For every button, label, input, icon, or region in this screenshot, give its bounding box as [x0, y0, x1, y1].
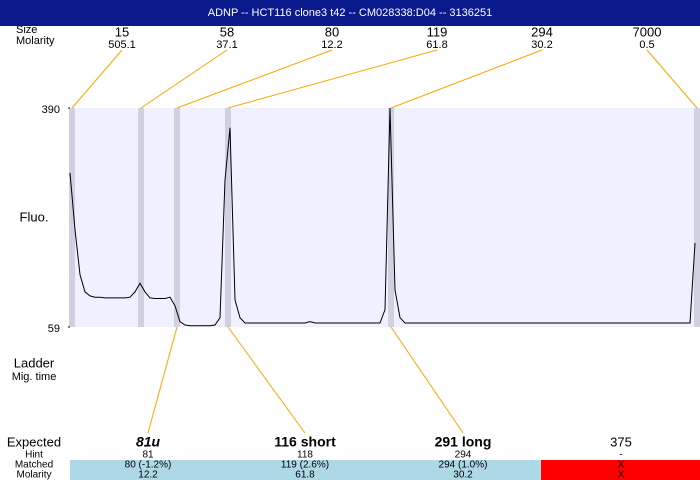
matched-cell [227, 460, 384, 480]
molarity-label: Molarity [16, 35, 55, 47]
matched-cell [541, 460, 700, 480]
ladder-molarity: 37.1 [216, 39, 237, 51]
row-label: Expected [7, 434, 61, 449]
molarity-value: 12.2 [138, 470, 158, 480]
trace [69, 107, 696, 327]
ladder-molarity: 505.1 [108, 39, 136, 51]
matched-label: 294 (1.0%) [439, 460, 488, 471]
ladder-connector [390, 49, 543, 109]
hint-label: - [619, 450, 622, 461]
molarity-value: 61.8 [295, 470, 315, 480]
ladder-connector [176, 49, 333, 109]
ladder-molarity: 30.2 [531, 39, 552, 51]
ladder-size: 294 [531, 24, 553, 39]
matched-cell [384, 460, 541, 480]
row-label: Matched [15, 460, 53, 471]
ladder-molarity: 61.8 [426, 39, 447, 51]
molarity-value: 30.2 [453, 470, 473, 480]
ladder-band [388, 108, 394, 327]
ladder-band [694, 108, 700, 327]
size-label: Size [16, 24, 37, 36]
matched-label: X [618, 460, 625, 471]
title-bar [0, 0, 700, 26]
ladder-connector [227, 49, 438, 109]
expected-label: 375 [610, 434, 632, 449]
y-tick-label: 390 [42, 104, 60, 116]
ladder-size: 119 [427, 24, 448, 39]
ladder-molarity: 12.2 [321, 39, 342, 51]
chart-title: ADNP -- HCT116 clone3 t42 -- CM028338:D0… [208, 7, 493, 19]
expected-label: 81u [136, 434, 161, 450]
y-tick-label: 59 [48, 323, 60, 335]
molarity-value: X [618, 470, 625, 480]
fragment-connector [390, 326, 464, 434]
ladder-connector [71, 49, 123, 109]
expected-label: 116 short [274, 434, 336, 450]
expected-label: 291 long [435, 434, 492, 450]
ladder-band [225, 108, 231, 327]
fragment-connector [227, 326, 306, 434]
ladder-band [174, 108, 180, 327]
fragment-connector [147, 326, 178, 434]
ladder-size: 7000 [633, 24, 662, 39]
matched-cell [70, 460, 227, 480]
ladder-size: 15 [115, 24, 129, 39]
matched-label: 80 (-1.2%) [125, 460, 172, 471]
migration-label: Mig. time [12, 371, 57, 383]
y-label: Fluo. [20, 209, 49, 224]
hint-label: 81 [142, 450, 154, 461]
row-label: Molarity [16, 470, 51, 480]
ladder-band [138, 108, 144, 327]
ladder-label: Ladder [14, 355, 55, 370]
matched-label: 119 (2.6%) [281, 460, 329, 471]
ladder-molarity: 0.5 [639, 39, 654, 51]
ladder-connector [140, 49, 228, 109]
row-label: Hint [25, 450, 43, 461]
ladder-size: 80 [325, 24, 339, 39]
ladder-band [69, 108, 75, 327]
ladder-connector [646, 49, 698, 109]
hint-label: 118 [297, 450, 313, 461]
ladder-size: 58 [220, 24, 234, 39]
hint-label: 294 [455, 450, 472, 461]
